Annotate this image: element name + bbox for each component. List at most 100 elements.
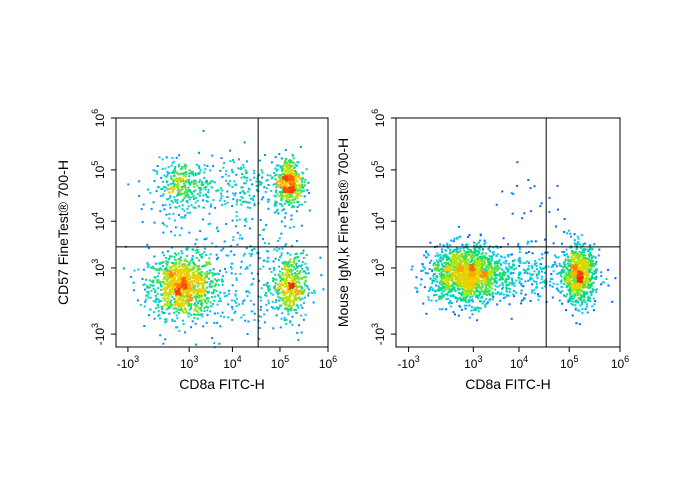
event-point bbox=[588, 244, 591, 247]
event-point bbox=[502, 297, 505, 300]
event-point bbox=[571, 276, 574, 278]
event-point bbox=[145, 278, 148, 281]
event-point bbox=[177, 284, 180, 287]
event-point bbox=[274, 289, 277, 292]
event-point bbox=[464, 289, 467, 292]
event-point bbox=[439, 275, 442, 278]
event-point bbox=[177, 297, 180, 300]
event-point bbox=[496, 303, 499, 306]
event-point bbox=[272, 183, 275, 186]
event-point bbox=[267, 207, 270, 210]
event-point bbox=[220, 249, 223, 252]
event-point bbox=[487, 259, 489, 262]
event-point bbox=[170, 186, 173, 189]
event-point bbox=[583, 254, 586, 257]
event-point bbox=[570, 297, 573, 300]
event-point bbox=[182, 287, 185, 290]
event-point bbox=[468, 285, 470, 288]
event-point bbox=[437, 270, 440, 272]
event-point bbox=[162, 342, 165, 345]
event-point bbox=[173, 219, 176, 222]
event-point bbox=[592, 255, 595, 258]
event-point bbox=[531, 289, 534, 292]
event-point bbox=[494, 265, 497, 268]
event-point bbox=[454, 248, 457, 251]
event-point bbox=[485, 272, 488, 274]
event-point bbox=[474, 259, 477, 262]
event-point bbox=[301, 306, 304, 309]
event-point bbox=[582, 262, 585, 265]
event-point bbox=[465, 290, 468, 293]
event-point bbox=[278, 265, 281, 268]
event-point bbox=[469, 280, 472, 283]
event-point bbox=[304, 313, 307, 316]
event-point bbox=[200, 276, 203, 279]
event-point bbox=[177, 190, 180, 193]
event-point bbox=[438, 308, 441, 311]
event-point bbox=[483, 255, 486, 258]
event-point bbox=[292, 205, 294, 208]
event-point bbox=[436, 288, 439, 291]
event-point bbox=[564, 279, 566, 282]
event-point bbox=[200, 300, 203, 303]
event-point bbox=[210, 203, 213, 206]
event-point bbox=[244, 319, 247, 322]
event-point bbox=[195, 306, 198, 308]
event-point bbox=[183, 165, 186, 168]
event-point bbox=[278, 292, 281, 295]
event-point bbox=[259, 183, 262, 186]
event-point bbox=[293, 186, 295, 189]
event-point bbox=[580, 269, 583, 272]
event-point bbox=[473, 276, 476, 279]
event-point bbox=[184, 167, 187, 170]
event-point bbox=[248, 252, 251, 255]
event-point bbox=[169, 194, 172, 197]
event-point bbox=[245, 160, 248, 163]
event-point bbox=[213, 342, 216, 345]
event-point bbox=[434, 278, 437, 281]
event-point bbox=[496, 291, 499, 294]
event-point bbox=[529, 276, 532, 279]
event-point bbox=[461, 279, 464, 282]
event-point bbox=[185, 290, 188, 292]
event-point bbox=[517, 274, 520, 277]
event-point bbox=[223, 292, 226, 295]
event-point bbox=[277, 240, 279, 242]
event-point bbox=[201, 286, 204, 289]
event-point bbox=[192, 261, 195, 264]
event-point bbox=[233, 194, 236, 197]
event-point bbox=[478, 294, 481, 297]
event-point bbox=[442, 286, 445, 289]
event-point bbox=[473, 250, 476, 253]
event-point bbox=[289, 173, 292, 175]
event-point bbox=[155, 307, 158, 310]
event-point bbox=[279, 166, 282, 169]
event-point bbox=[213, 273, 216, 276]
event-point bbox=[469, 260, 472, 263]
event-point bbox=[484, 305, 487, 308]
event-point bbox=[209, 305, 212, 308]
event-point bbox=[288, 190, 291, 193]
event-point bbox=[230, 245, 232, 247]
event-point bbox=[481, 286, 484, 289]
event-point bbox=[592, 260, 594, 263]
event-point bbox=[193, 295, 196, 298]
event-point bbox=[162, 193, 165, 196]
event-point bbox=[463, 270, 465, 273]
event-point bbox=[442, 295, 445, 298]
event-point bbox=[153, 221, 156, 224]
event-point bbox=[466, 247, 469, 250]
event-point bbox=[295, 172, 297, 175]
event-point bbox=[570, 274, 573, 277]
event-point bbox=[232, 198, 235, 201]
event-point bbox=[505, 268, 508, 271]
event-point bbox=[236, 243, 239, 246]
event-point bbox=[174, 206, 177, 209]
event-point bbox=[266, 309, 269, 312]
event-point bbox=[471, 273, 474, 276]
event-point bbox=[163, 286, 166, 289]
event-point bbox=[265, 283, 268, 286]
event-point bbox=[465, 286, 468, 289]
event-point bbox=[285, 163, 288, 166]
event-point bbox=[280, 203, 283, 206]
